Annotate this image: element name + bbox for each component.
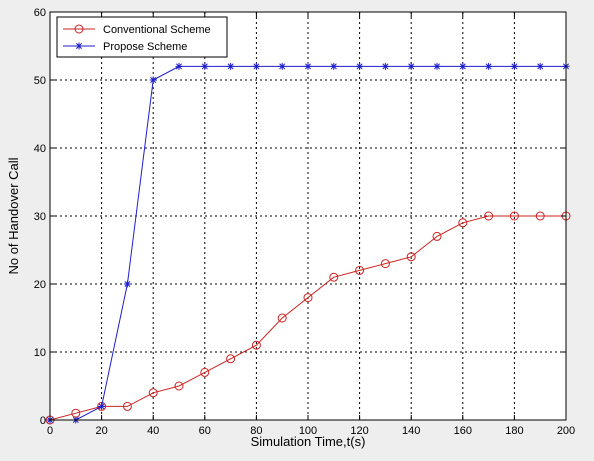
conventional-scheme-point	[406, 252, 416, 262]
x-tick-label: 20	[95, 425, 107, 437]
conventional-scheme-point	[97, 401, 107, 411]
y-tick-label: 40	[34, 143, 46, 155]
y-tick-label: 30	[34, 211, 46, 223]
x-tick-label: 180	[505, 425, 523, 437]
conventional-scheme-line	[49, 215, 566, 421]
axis-ticks: 0 20 40 60 80 100 120 140 160 180 200 0 10 20 30 40 50 60	[34, 7, 575, 437]
legend: Conventional Scheme Propose Scheme	[56, 16, 228, 58]
x-tick-label: 120	[350, 425, 368, 437]
conventional-scheme-point	[458, 218, 468, 228]
conventional-scheme-point	[251, 340, 261, 350]
x-tick-label: 40	[147, 425, 159, 437]
conventional-scheme-point	[535, 211, 545, 221]
grid-lines	[50, 12, 566, 420]
propose-scheme-point	[407, 62, 415, 70]
conventional-scheme-point	[226, 354, 236, 364]
conventional-scheme-point	[174, 381, 184, 391]
propose-scheme-point	[98, 402, 106, 410]
propose-scheme-point	[433, 62, 441, 70]
propose-scheme-legend-label: Propose Scheme	[103, 41, 187, 53]
conventional-scheme-point	[432, 231, 442, 241]
legend-box	[56, 16, 228, 58]
propose-scheme-point	[485, 62, 493, 70]
conventional-scheme-point	[380, 259, 390, 269]
propose-scheme-point	[536, 62, 544, 70]
propose-scheme-point	[252, 62, 260, 70]
propose-scheme-point	[381, 62, 389, 70]
propose-scheme-legend-marker	[75, 42, 83, 50]
propose-scheme-point	[304, 62, 312, 70]
conventional-scheme-point	[484, 211, 494, 221]
propose-scheme-point	[356, 62, 364, 70]
y-tick-label: 50	[34, 75, 46, 87]
conventional-scheme-legend-label: Conventional Scheme	[103, 24, 211, 36]
x-tick-label: 200	[557, 425, 575, 437]
x-axis-label: Simulation Time,t(s)	[251, 434, 366, 449]
x-tick-label: 160	[454, 425, 472, 437]
propose-scheme-point	[459, 62, 467, 70]
y-tick-label: 60	[34, 7, 46, 19]
conventional-scheme-point	[122, 401, 132, 411]
conventional-scheme-point	[200, 367, 210, 377]
x-tick-label: 0	[47, 425, 53, 437]
x-tick-label: 60	[199, 425, 211, 437]
propose-scheme-point	[510, 62, 518, 70]
propose-scheme-point	[175, 62, 183, 70]
x-tick-label: 100	[299, 425, 317, 437]
x-tick-label: 140	[402, 425, 420, 437]
x-tick-label: 80	[250, 425, 262, 437]
conventional-scheme-point	[303, 293, 313, 303]
conventional-scheme-point	[509, 211, 519, 221]
y-tick-label: 10	[34, 347, 46, 359]
propose-scheme-point	[330, 62, 338, 70]
conventional-scheme-point	[355, 265, 365, 275]
propose-scheme-point	[123, 280, 131, 288]
y-tick-label: 20	[34, 279, 46, 291]
propose-scheme-point	[149, 76, 157, 84]
conventional-scheme-point	[148, 388, 158, 398]
conventional-scheme-legend-marker	[74, 24, 84, 34]
conventional-scheme-point	[329, 272, 339, 282]
propose-scheme-point	[227, 62, 235, 70]
y-tick-label: 0	[40, 415, 46, 427]
propose-scheme-point	[201, 62, 209, 70]
y-axis-label: No of Handover Call	[6, 157, 21, 274]
propose-scheme-point	[278, 62, 286, 70]
conventional-scheme-point	[277, 313, 287, 323]
